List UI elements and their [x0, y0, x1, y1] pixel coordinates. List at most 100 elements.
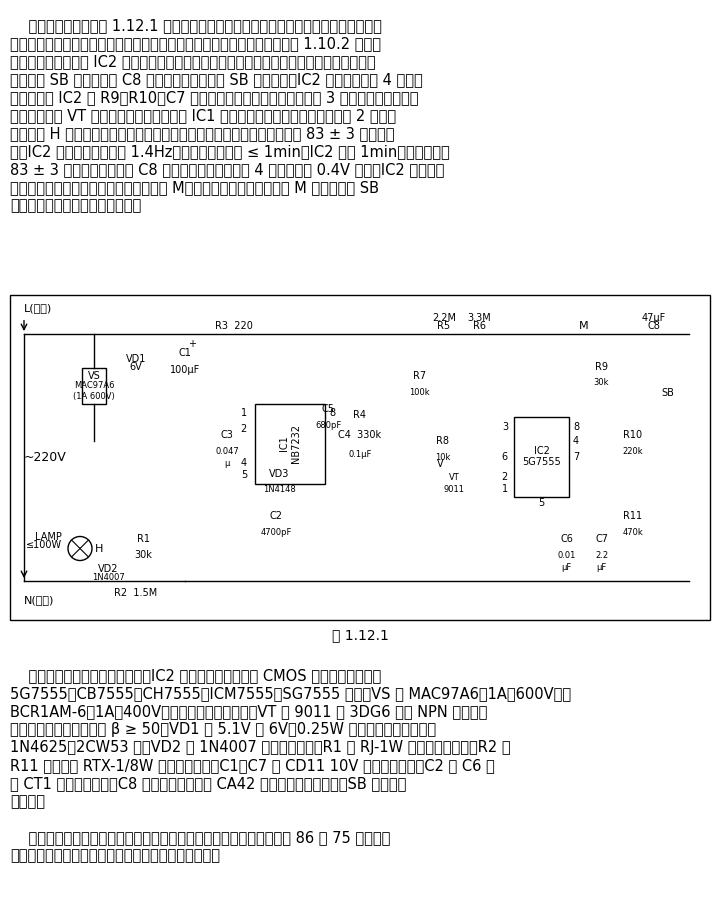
Text: VS: VS [88, 371, 100, 381]
Text: R2  1.5M: R2 1.5M [115, 588, 158, 598]
Text: μF: μF [596, 563, 606, 572]
Bar [255, 404, 325, 484]
Text: 延时关灯互不影响，可任意操作。: 延时关灯互不影响，可任意操作。 [10, 198, 141, 213]
Text: R10: R10 [624, 430, 642, 440]
Text: ~220V: ~220V [24, 451, 67, 464]
Text: 2.2M: 2.2M [432, 313, 456, 323]
Text: LAMP: LAMP [35, 531, 62, 541]
Text: 10k: 10k [435, 453, 451, 462]
Text: 4700pF: 4700pF [260, 528, 292, 537]
Bar [10, 295, 710, 620]
Text: 680pF: 680pF [315, 420, 342, 430]
Text: 暗开关）背面，用于控制室内普通白炽灯或走廊灯等。: 暗开关）背面，用于控制室内普通白炽灯或走廊灯等。 [10, 848, 220, 863]
Text: 自动熄灯功能，可用于控制普通台灯、卧室照明灯和走廊照明等。它是在图 1.10.2 的基础: 自动熄灯功能，可用于控制普通台灯、卧室照明灯和走廊照明等。它是在图 1.10.2… [10, 36, 381, 51]
Text: 4: 4 [241, 459, 247, 468]
Text: IC2
5G7555: IC2 5G7555 [522, 446, 561, 467]
Text: 470k: 470k [623, 528, 643, 537]
Text: 83 ± 3 个方波）后，随着 C8 充电电压的上升，其第 4 脚电位降至 0.4V 以下，IC2 即被强制: 83 ± 3 个方波）后，随着 C8 充电电压的上升，其第 4 脚电位降至 0.… [10, 162, 444, 177]
Text: 用 CT1 型瓷介电容器，C8 最好用漏电很小的 CA42 型水滴状钽电解电容。SB 用小型轻: 用 CT1 型瓷介电容器，C8 最好用漏电很小的 CA42 型水滴状钽电解电容。… [10, 776, 407, 791]
Text: 5: 5 [241, 471, 247, 481]
Text: 9011: 9011 [444, 485, 465, 495]
Text: 1: 1 [241, 409, 247, 419]
Text: μ: μ [224, 460, 230, 468]
Text: 2: 2 [241, 423, 247, 433]
Text: C8: C8 [647, 321, 660, 331]
Text: 按钮开关 SB 时，电容器 C8 两端所充电荷便通过 SB 快速泄放，IC2 强制复位端第 4 脚处于: 按钮开关 SB 时，电容器 C8 两端所充电荷便通过 SB 快速泄放，IC2 强… [10, 72, 423, 87]
Text: 7: 7 [573, 452, 579, 462]
Text: R1: R1 [136, 534, 149, 544]
Text: VT: VT [449, 473, 460, 482]
Text: 图 1.12.1: 图 1.12.1 [332, 628, 389, 642]
Text: 4: 4 [573, 437, 579, 446]
Text: 6: 6 [502, 452, 508, 462]
Text: 1N4148: 1N4148 [263, 485, 296, 495]
Text: C4  330k: C4 330k [338, 430, 381, 440]
Text: C5: C5 [322, 404, 335, 414]
Text: 0.1μF: 0.1μF [348, 450, 372, 459]
Text: 复位而停止工作。再次开灯时，人手触摸 M，灯光由暗逐渐变亮。触摸 M 关灯和按动 SB: 复位而停止工作。再次开灯时，人手触摸 M，灯光由暗逐渐变亮。触摸 M 关灯和按动… [10, 180, 379, 195]
Text: C7: C7 [595, 534, 608, 544]
Text: 2: 2 [502, 472, 508, 482]
Text: R4: R4 [353, 410, 366, 420]
Text: 220k: 220k [623, 446, 643, 455]
Text: N(零线): N(零线) [24, 595, 54, 605]
Text: 经晶体三极管 VT 反相成负脉冲后，输入到 IC1 的延迟熄灯时钟脉冲信号输入端第 2 脚，使: 经晶体三极管 VT 反相成负脉冲后，输入到 IC1 的延迟熄灯时钟脉冲信号输入端… [10, 108, 396, 123]
Text: 1N4625、2CW53 等；VD2 用 1N4007 硅整流二极管。R1 用 RJ-1W 型金属膜电阻器。R2 ～: 1N4625、2CW53 等；VD2 用 1N4007 硅整流二极管。R1 用 … [10, 740, 510, 755]
Text: R7: R7 [413, 371, 426, 381]
Text: MAC97A6: MAC97A6 [74, 381, 114, 390]
Text: 1: 1 [502, 484, 508, 494]
Text: 30k: 30k [594, 378, 609, 387]
Text: +: + [188, 339, 196, 349]
Text: 5: 5 [539, 497, 544, 507]
Text: C6: C6 [560, 534, 573, 544]
Text: R11: R11 [624, 511, 642, 521]
Text: V: V [437, 459, 444, 469]
Text: 100k: 100k [410, 388, 430, 397]
Text: 3: 3 [502, 421, 508, 431]
Text: 极管，要求电流放大倍数 β ≥ 50。VD1 用 5.1V 或 6V，0.25W 普通硅稳压二极管，如: 极管，要求电流放大倍数 β ≥ 50。VD1 用 5.1V 或 6V，0.25W… [10, 722, 436, 737]
Text: ≤100W: ≤100W [26, 540, 62, 550]
Text: 号，IC2 产生的脉冲频率为 1.4Hz，其延时熄灯时间 ≤ 1min。IC2 工作 1min（产生不少于: 号，IC2 产生的脉冲频率为 1.4Hz，其延时熄灯时间 ≤ 1min。IC2 … [10, 144, 450, 159]
Text: C3: C3 [221, 430, 234, 440]
Text: 100μF: 100μF [170, 365, 200, 375]
Text: 30k: 30k [134, 550, 152, 560]
Text: C2: C2 [270, 511, 283, 521]
Text: 上增加了由时基电路 IC2 及其外围阻容元器件所构成的定时脉冲发生器。每当按动一下熄灯: 上增加了由时基电路 IC2 及其外围阻容元器件所构成的定时脉冲发生器。每当按动一… [10, 54, 376, 69]
Text: 47μF: 47μF [642, 313, 666, 323]
Text: (1A 600V): (1A 600V) [73, 391, 115, 400]
Text: 1N4007: 1N4007 [92, 572, 125, 582]
Bar [514, 417, 569, 496]
Text: BCR1AM-6（1A，400V）小型塑封双向晶闸管。VT 用 9011 或 3DG6 型硅 NPN 小功率三: BCR1AM-6（1A，400V）小型塑封双向晶闸管。VT 用 9011 或 3… [10, 704, 487, 719]
Bar [82, 368, 106, 404]
Text: VD3: VD3 [270, 469, 290, 479]
Text: R5: R5 [438, 321, 451, 331]
Text: SB: SB [662, 387, 674, 398]
Text: 0.047: 0.047 [215, 446, 239, 455]
Text: 0.01: 0.01 [557, 551, 575, 560]
Text: 2.2: 2.2 [595, 551, 608, 560]
Text: 6V: 6V [130, 362, 142, 372]
Text: R8: R8 [436, 436, 449, 446]
Text: VD2: VD2 [98, 564, 118, 574]
Text: H: H [95, 543, 103, 553]
Text: 5G7555、CB7555、CH7555、ICM7555、SG7555 型等。VS 用 MAC97A6（1A，600V）或: 5G7555、CB7555、CH7555、ICM7555、SG7555 型等。V… [10, 686, 571, 701]
Text: 制作好的电路可将其放入事先已拆去所有结构件的墙壁开关板（常为 86 或 75 系列墙壁: 制作好的电路可将其放入事先已拆去所有结构件的墙壁开关板（常为 86 或 75 系… [10, 830, 390, 845]
Text: R3  220: R3 220 [215, 321, 253, 331]
Text: R9: R9 [595, 362, 608, 372]
Circle shape [68, 537, 92, 561]
Text: C1: C1 [179, 348, 192, 358]
Text: 本制作的电路图如图 1.12.1 所示。这个电路不仅具有触摸控制功能，而且还具有延迟: 本制作的电路图如图 1.12.1 所示。这个电路不仅具有触摸控制功能，而且还具有… [10, 18, 382, 33]
Text: μF: μF [562, 563, 572, 572]
Text: R11 均可采用 RTX-1/8W 型炭膜电阻器。C1、C7 用 CD11 10V 型电解电容器，C2 ～ C6 均: R11 均可采用 RTX-1/8W 型炭膜电阻器。C1、C7 用 CD11 10… [10, 758, 495, 773]
Text: IC1
NB7232: IC1 NB7232 [279, 424, 301, 463]
Text: 8: 8 [329, 409, 335, 419]
Text: 3.3M: 3.3M [467, 313, 491, 323]
Text: 8: 8 [573, 421, 579, 431]
Text: 制作时，由于电源容量的限制，IC2 一定要用功耗很小的 CMOS 时基集成电路，如: 制作时，由于电源容量的限制，IC2 一定要用功耗很小的 CMOS 时基集成电路，… [10, 668, 381, 683]
Text: R6: R6 [472, 321, 485, 331]
Text: L(相线): L(相线) [24, 303, 52, 313]
Text: 触开关。: 触开关。 [10, 794, 45, 809]
Text: M: M [579, 321, 589, 331]
Text: 被控电灯 H 的灯光亮度逐渐变弱，最后自动熄灭。由最大亮度至关灯共需 83 ± 3 个方波信: 被控电灯 H 的灯光亮度逐渐变弱，最后自动熄灭。由最大亮度至关灯共需 83 ± … [10, 126, 394, 141]
Text: 高电平，由 IC2 和 R9、R10、C7 等组成的无稳态振荡器工作。其第 3 脚输出正脉冲信号，: 高电平，由 IC2 和 R9、R10、C7 等组成的无稳态振荡器工作。其第 3 … [10, 90, 418, 105]
